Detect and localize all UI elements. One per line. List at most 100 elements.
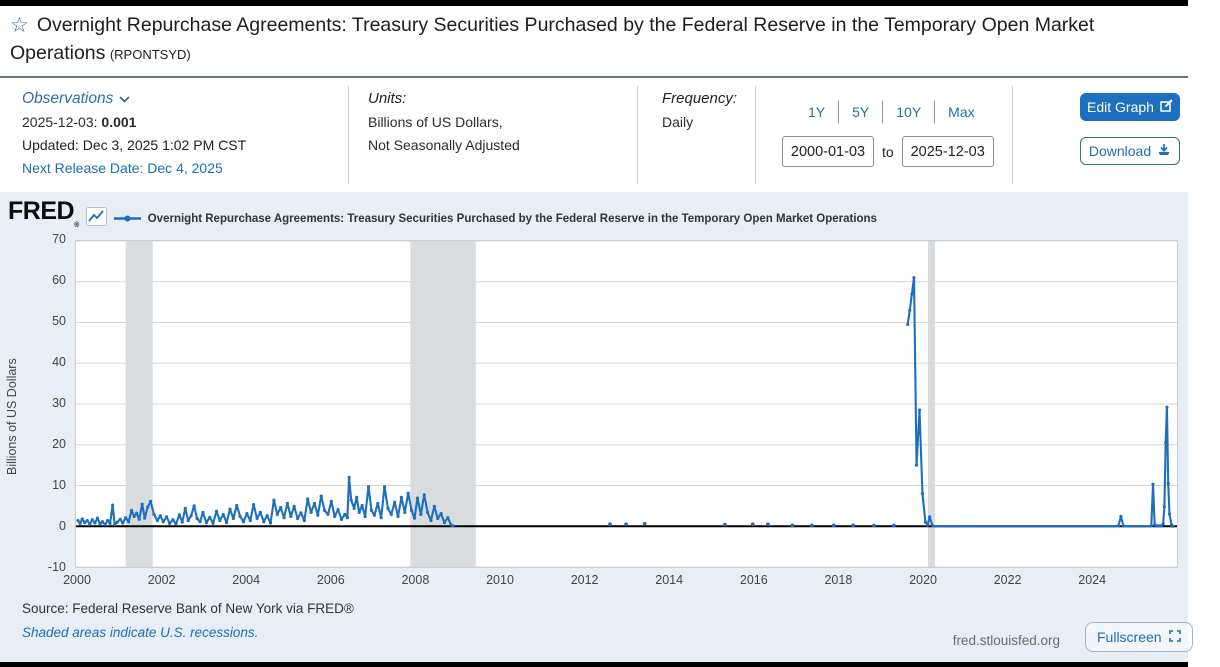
series-marker (1022, 524, 1025, 528)
y-tick-label: 0 (59, 519, 66, 533)
legend-line-marker (113, 210, 141, 228)
series-marker (1030, 524, 1033, 528)
edit-graph-button[interactable]: Edit Graph (1080, 93, 1180, 121)
series-marker (195, 516, 199, 521)
series-marker (171, 518, 175, 522)
series-marker (279, 505, 283, 510)
series-marker (642, 521, 647, 526)
series-marker (198, 520, 202, 524)
divider (882, 101, 884, 123)
series-marker (292, 504, 296, 508)
next-release-link[interactable]: Next Release Date: Dec 4, 2025 (22, 160, 223, 176)
series-marker (204, 520, 208, 525)
series-marker (376, 501, 380, 506)
units-value-2: Not Seasonally Adjusted (368, 137, 520, 153)
series-marker (165, 515, 169, 519)
series-marker (363, 514, 367, 519)
y-tick-label: -10 (47, 560, 66, 574)
series-marker (322, 508, 327, 512)
series-marker (608, 522, 612, 527)
series-marker (1165, 405, 1169, 409)
y-tick-label: 40 (52, 355, 66, 369)
download-button[interactable]: Download (1080, 137, 1180, 165)
series-marker (345, 516, 349, 520)
range-button-10y[interactable]: 10Y (883, 102, 934, 122)
series-marker (1075, 524, 1078, 528)
series-marker (299, 511, 303, 515)
series-marker (964, 524, 968, 528)
fullscreen-label: Fullscreen (1097, 629, 1162, 645)
fred-logo[interactable]: FRED® (8, 197, 79, 229)
fullscreen-icon (1168, 629, 1181, 645)
series-marker (1116, 524, 1120, 528)
series-marker (1149, 524, 1153, 528)
series-marker (997, 524, 1001, 528)
series-marker (80, 517, 84, 521)
range-button-group: 1Y 5Y 10Y Max (795, 101, 988, 123)
series-marker (349, 498, 353, 502)
series-marker (149, 499, 153, 503)
end-date-input[interactable] (901, 136, 994, 167)
series-marker (923, 520, 928, 524)
favorite-star-icon[interactable]: ☆ (10, 13, 29, 37)
series-marker (309, 510, 313, 514)
series-marker (366, 485, 371, 489)
series-marker (989, 524, 993, 528)
series-id: (RPONTSYD) (109, 47, 191, 62)
series-marker (968, 524, 972, 528)
series-marker (111, 503, 115, 507)
series-marker (1123, 524, 1127, 528)
series-marker (1087, 524, 1091, 528)
series-marker (399, 495, 404, 499)
start-date-input[interactable] (782, 136, 874, 167)
legend-series-label[interactable]: Overnight Repurchase Agreements: Treasur… (147, 212, 877, 225)
download-label: Download (1088, 143, 1152, 159)
range-button-5y[interactable]: 5Y (839, 102, 882, 122)
series-marker (306, 497, 310, 501)
x-tick-label: 2008 (401, 573, 430, 587)
series-marker (282, 516, 286, 520)
divider (637, 86, 638, 184)
fred-series-page: ☆ Overnight Repurchase Agreements: Treasu… (0, 0, 1193, 667)
series-marker (1166, 481, 1170, 486)
fullscreen-button[interactable]: Fullscreen (1085, 622, 1193, 652)
x-tick-label: 2020 (909, 573, 937, 587)
series-marker (347, 475, 351, 479)
series-marker (265, 514, 269, 518)
divider (755, 86, 756, 184)
series-marker (932, 524, 935, 528)
series-marker (108, 521, 112, 525)
series-marker (446, 516, 450, 520)
divider (1012, 86, 1013, 184)
series-marker (809, 523, 814, 528)
x-tick-label: 2000 (63, 573, 91, 587)
recession-note-link[interactable]: Shaded areas indicate U.S. recessions. (22, 625, 259, 640)
series-marker (1104, 524, 1107, 528)
series-marker (258, 510, 262, 514)
observations-dropdown[interactable]: Observations (22, 90, 246, 108)
series-marker (245, 512, 249, 516)
series-marker (312, 501, 317, 506)
series-marker (124, 516, 128, 520)
series-marker (386, 506, 390, 510)
range-button-max[interactable]: Max (935, 102, 987, 122)
x-tick-label: 2002 (147, 573, 176, 587)
series-marker (936, 524, 939, 528)
x-tick-label: 2004 (232, 573, 261, 587)
series-marker (241, 520, 246, 524)
chevron-down-icon (119, 90, 130, 108)
series-marker (1099, 524, 1103, 528)
series-marker (238, 514, 242, 519)
download-icon (1157, 143, 1171, 159)
series-marker (1083, 524, 1087, 528)
series-marker (379, 516, 383, 520)
series-marker (231, 516, 235, 521)
series-marker (214, 509, 219, 513)
y-tick-label: 50 (52, 314, 66, 328)
series-marker (161, 520, 165, 524)
series-marker (177, 513, 181, 517)
series-marker (357, 510, 361, 514)
plot-area[interactable] (75, 240, 1178, 568)
range-button-1y[interactable]: 1Y (795, 102, 838, 122)
x-tick-label: 2018 (824, 573, 853, 587)
